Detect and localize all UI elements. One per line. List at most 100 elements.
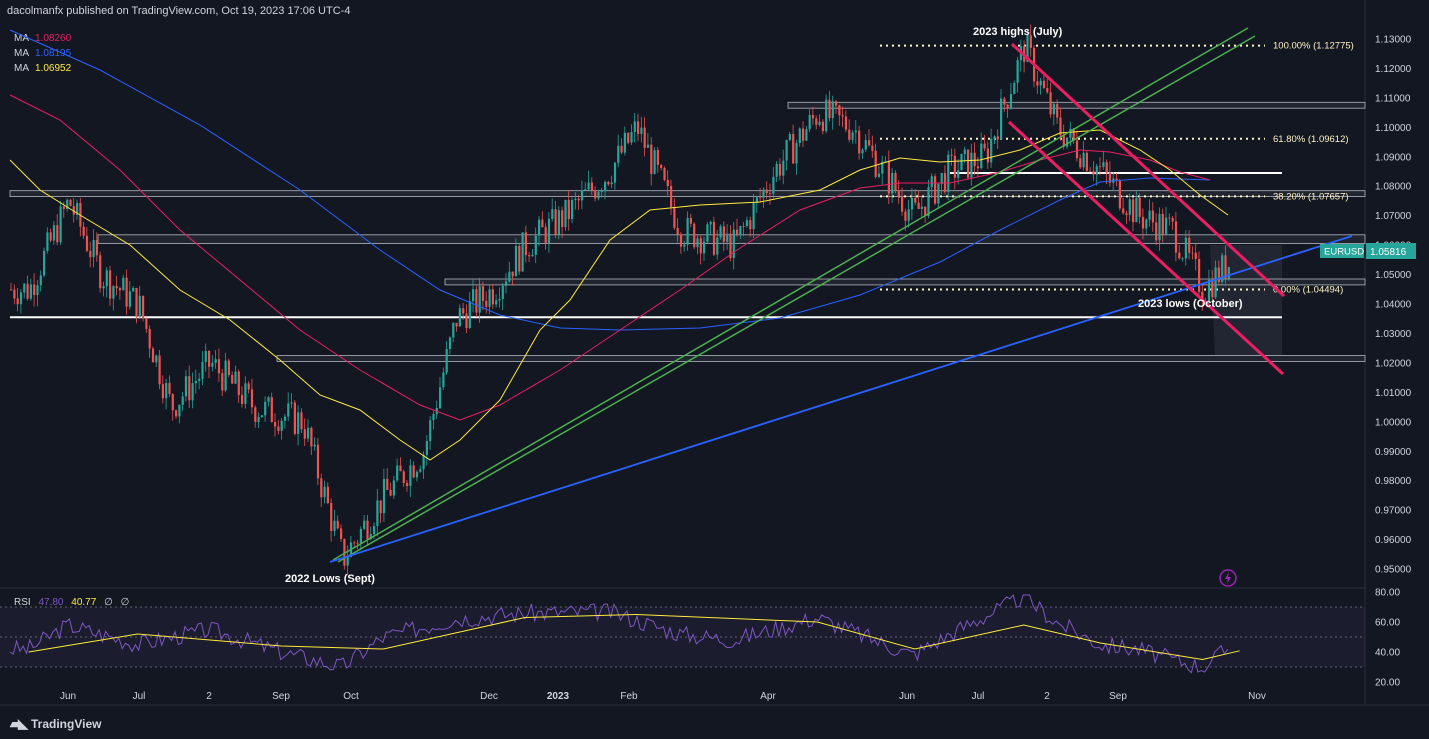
candle-body <box>1217 267 1220 282</box>
candle-body <box>640 127 643 134</box>
candle-body <box>231 375 234 384</box>
candle-body <box>561 210 564 228</box>
candle-body <box>699 238 702 254</box>
candle-body <box>976 166 980 169</box>
candle-body <box>109 270 112 299</box>
candle-body <box>1023 46 1026 62</box>
candle-body <box>217 359 221 374</box>
candle-body <box>313 444 316 447</box>
candle-body <box>627 132 630 143</box>
price-tick-label: 1.07000 <box>1375 211 1412 222</box>
candle-body <box>1135 197 1138 223</box>
candle-body <box>274 422 277 427</box>
rsi-value: 47.80 <box>38 597 64 608</box>
candle-body <box>89 250 92 258</box>
resistance-zone <box>787 101 1366 109</box>
candle-body <box>703 241 706 254</box>
candle-body <box>105 270 108 287</box>
candle-body <box>551 209 554 219</box>
lightning-icon[interactable] <box>1219 569 1237 587</box>
candle-body <box>52 225 56 241</box>
price-tick-label: 1.01000 <box>1375 388 1412 399</box>
rsi-label: RSI <box>14 597 31 608</box>
candle-body <box>468 301 471 328</box>
rsi-axis[interactable]: 80.00 60.00 40.00 20.00 <box>1375 588 1400 689</box>
candle-body <box>884 161 887 163</box>
ma-legend-row[interactable]: MA 1.08260 <box>14 31 77 46</box>
candle-body <box>653 150 656 174</box>
fib-levels: 100.00% (1.12775) 61.80% (1.09612) 38.20% … <box>10 41 1354 319</box>
candle-body <box>303 429 306 439</box>
candle-body <box>663 168 666 180</box>
candle-body <box>102 286 105 289</box>
candle-body <box>927 187 930 216</box>
candle-body <box>316 444 320 479</box>
symbol-price-tag[interactable]: EURUSD 1.05816 <box>1320 243 1416 259</box>
price-axis[interactable]: 1.13000 1.12000 1.11000 1.10000 1.09000 1.080… <box>1375 35 1412 576</box>
candle-body <box>194 380 197 384</box>
candle-body <box>967 149 970 178</box>
candle-body <box>122 277 125 291</box>
candle-body <box>765 189 768 193</box>
candle-body <box>963 149 966 154</box>
candle-body <box>379 500 382 514</box>
resistance-zones <box>9 101 1366 362</box>
ma-legend-row[interactable]: MA 1.08195 <box>14 46 77 61</box>
candle-body <box>181 396 184 405</box>
time-tick-label: Sep <box>272 691 290 702</box>
candle-body <box>1108 172 1112 183</box>
candle-body <box>772 176 775 194</box>
candle-body <box>528 255 531 257</box>
candle-body <box>726 233 729 242</box>
candle-body <box>1132 199 1135 223</box>
rsi-legend[interactable]: RSI 47.80 40.77 ∅ ∅ <box>14 597 134 608</box>
candle-body <box>234 371 237 384</box>
candle-body <box>36 285 39 296</box>
candle-body <box>646 144 650 148</box>
candle-body <box>415 471 419 478</box>
svg-text:1.05816: 1.05816 <box>1370 247 1407 258</box>
candle-body <box>79 203 82 227</box>
candle-body <box>920 206 923 209</box>
candle-body <box>901 196 904 212</box>
candle-body <box>633 121 636 132</box>
ma-legend-row[interactable]: MA 1.06952 <box>14 61 77 76</box>
candle-body <box>1128 199 1131 216</box>
candle-body <box>1145 219 1148 229</box>
candle-body <box>1009 94 1013 109</box>
candle-body <box>996 136 999 140</box>
rsi-extra: ∅ <box>120 597 130 608</box>
price-tick-label: 1.13000 <box>1375 35 1412 46</box>
candle-body <box>171 394 174 411</box>
candle-body <box>432 414 435 421</box>
candle-body <box>716 237 719 255</box>
ma-legend: MA 1.08260 MA 1.08195 MA 1.06952 <box>14 31 77 76</box>
candle-body <box>1168 217 1171 219</box>
time-axis[interactable]: Jun Jul 2 Sep Oct Dec 2023 Feb Apr Jun Jul 2 Sep Nov <box>60 691 1266 702</box>
candle-body <box>92 240 95 258</box>
candle-body <box>554 209 557 235</box>
candle-body <box>762 189 765 198</box>
candle-body <box>1198 259 1201 292</box>
candle-body <box>142 295 145 319</box>
candle-body <box>610 182 613 185</box>
candle-body <box>270 397 273 423</box>
candle-body <box>1029 35 1032 48</box>
candle-body <box>406 483 409 486</box>
candle-body <box>26 283 29 299</box>
candle-body <box>458 308 461 327</box>
candle-body <box>115 286 118 289</box>
candle-body <box>201 361 204 379</box>
candle-body <box>828 99 831 119</box>
green-trend-line <box>332 27 1249 561</box>
candle-body <box>953 155 956 178</box>
candle-body <box>798 128 801 143</box>
publisher-header: dacolmanfx published on TradingView.com,… <box>7 5 351 17</box>
candle-body <box>475 289 478 313</box>
candle-body <box>62 206 65 209</box>
candle-body <box>396 465 399 481</box>
tradingview-footer[interactable]: ▰◣ TradingView <box>10 716 101 732</box>
price-tick-label: 0.95000 <box>1375 565 1412 576</box>
fib-level-label: 0.00% (1.04494) <box>1273 285 1343 296</box>
